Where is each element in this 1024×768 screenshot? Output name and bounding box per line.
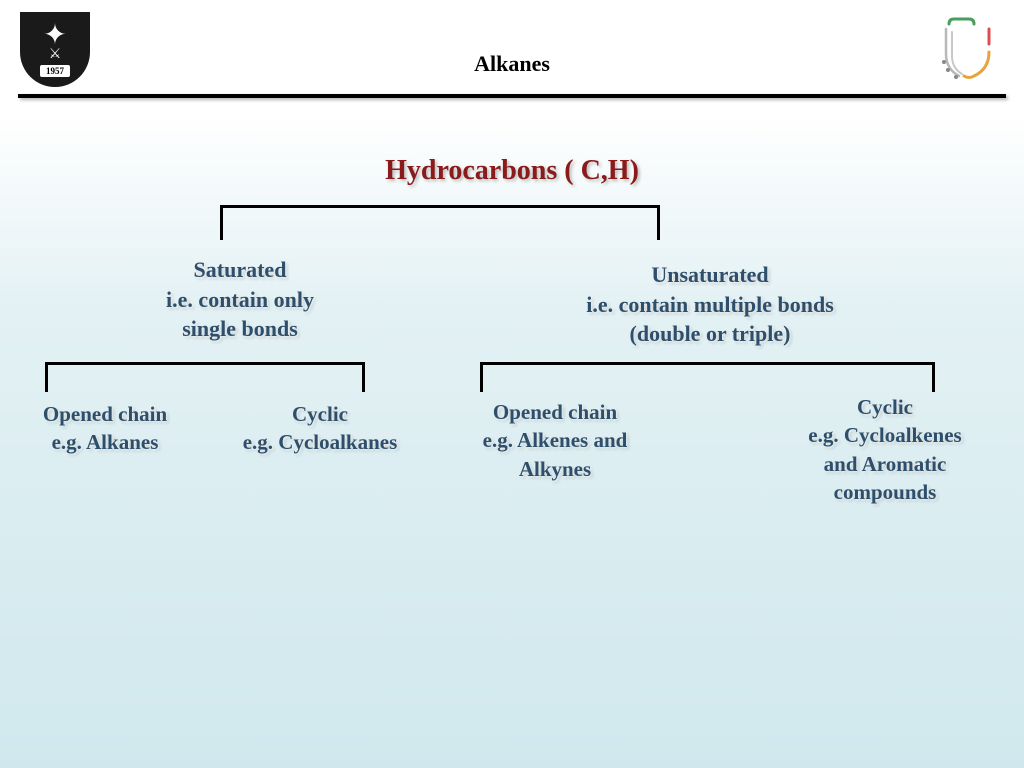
- node-saturated: Saturated i.e. contain only single bonds: [120, 255, 360, 344]
- bracket-root: [220, 205, 660, 240]
- text-line: e.g. Alkenes and: [440, 426, 670, 454]
- diagram-content: Hydrocarbons ( C,H) Saturated i.e. conta…: [0, 100, 1024, 768]
- swords-icon: ⚔: [49, 46, 62, 63]
- text-line: Cyclic: [770, 393, 1000, 421]
- node-unsat-open: Opened chain e.g. Alkenes and Alkynes: [440, 398, 670, 483]
- text-line: i.e. contain multiple bonds: [550, 290, 870, 320]
- bracket-saturated: [45, 362, 365, 392]
- text-line: e.g. Alkanes: [5, 428, 205, 456]
- logo-year: 1957: [40, 65, 70, 77]
- text-line: e.g. Cycloalkanes: [215, 428, 425, 456]
- text-line: Unsaturated: [550, 260, 870, 290]
- node-sat-cyclic: Cyclic e.g. Cycloalkanes: [215, 400, 425, 457]
- text-line: i.e. contain only: [120, 285, 360, 315]
- header-divider: [18, 94, 1006, 98]
- text-line: Cyclic: [215, 400, 425, 428]
- university-logo-left: ✦ ⚔ 1957: [20, 12, 90, 87]
- root-node: Hydrocarbons ( C,H): [385, 155, 639, 187]
- text-line: Alkynes: [440, 455, 670, 483]
- text-line: Saturated: [120, 255, 360, 285]
- shield-logo-right: [934, 14, 1004, 84]
- slide-header: ✦ ⚔ 1957 Alkanes: [0, 0, 1024, 90]
- page-title: Alkanes: [90, 51, 934, 77]
- node-unsat-cyclic: Cyclic e.g. Cycloalkenes and Aromatic co…: [770, 393, 1000, 506]
- node-unsaturated: Unsaturated i.e. contain multiple bonds …: [550, 260, 870, 349]
- text-line: and Aromatic: [770, 450, 1000, 478]
- text-line: (double or triple): [550, 319, 870, 349]
- text-line: compounds: [770, 478, 1000, 506]
- text-line: e.g. Cycloalkenes: [770, 421, 1000, 449]
- bracket-unsaturated: [480, 362, 935, 392]
- text-line: Opened chain: [5, 400, 205, 428]
- node-sat-open: Opened chain e.g. Alkanes: [5, 400, 205, 457]
- text-line: Opened chain: [440, 398, 670, 426]
- text-line: single bonds: [120, 314, 360, 344]
